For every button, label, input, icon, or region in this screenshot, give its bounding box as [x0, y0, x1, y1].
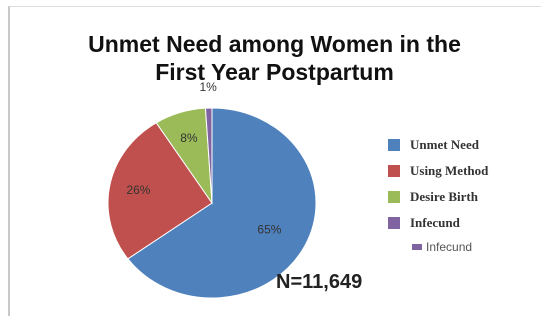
- pie-slice-infecund: [204, 107, 213, 204]
- legend-swatch-desire-birth: [388, 191, 400, 203]
- secondary-legend-item-infecund: Infecund: [412, 240, 472, 254]
- legend-swatch-using-method: [388, 165, 400, 177]
- data-label-unmet-need: 65%: [257, 223, 281, 237]
- legend-label-using-method: Using Method: [410, 163, 489, 178]
- legend-item-using-method: Using Method: [388, 158, 488, 184]
- chart-title-line-1: Unmet Need among Women in the: [88, 31, 461, 57]
- legend-item-unmet-need: Unmet Need: [388, 132, 488, 158]
- data-label-infecund: 1%: [199, 80, 217, 94]
- secondary-legend-label: Infecund: [426, 240, 473, 254]
- legend-item-infecund: Infecund: [388, 210, 488, 236]
- legend-swatch-infecund: [388, 217, 400, 229]
- legend-label-desire-birth: Desire Birth: [410, 189, 478, 204]
- pie-slice-using-method: [107, 122, 213, 260]
- legend-item-desire-birth: Desire Birth: [388, 184, 488, 210]
- legend-swatch-unmet-need: [388, 139, 400, 151]
- legend-label-unmet-need: Unmet Need: [410, 137, 479, 152]
- chart-title-line-2: First Year Postpartum: [155, 59, 394, 85]
- sample-size-annotation: N=11,649: [276, 271, 363, 293]
- data-label-desire-birth: 8%: [180, 131, 198, 145]
- data-label-using-method: 26%: [126, 183, 150, 197]
- legend-label-infecund: Infecund: [410, 215, 460, 230]
- chart-frame: [8, 6, 541, 316]
- chart-legend: Unmet Need Using Method Desire Birth Inf…: [388, 132, 488, 236]
- pie-slice-unmet-need: [127, 107, 317, 299]
- secondary-legend-swatch: [412, 244, 422, 250]
